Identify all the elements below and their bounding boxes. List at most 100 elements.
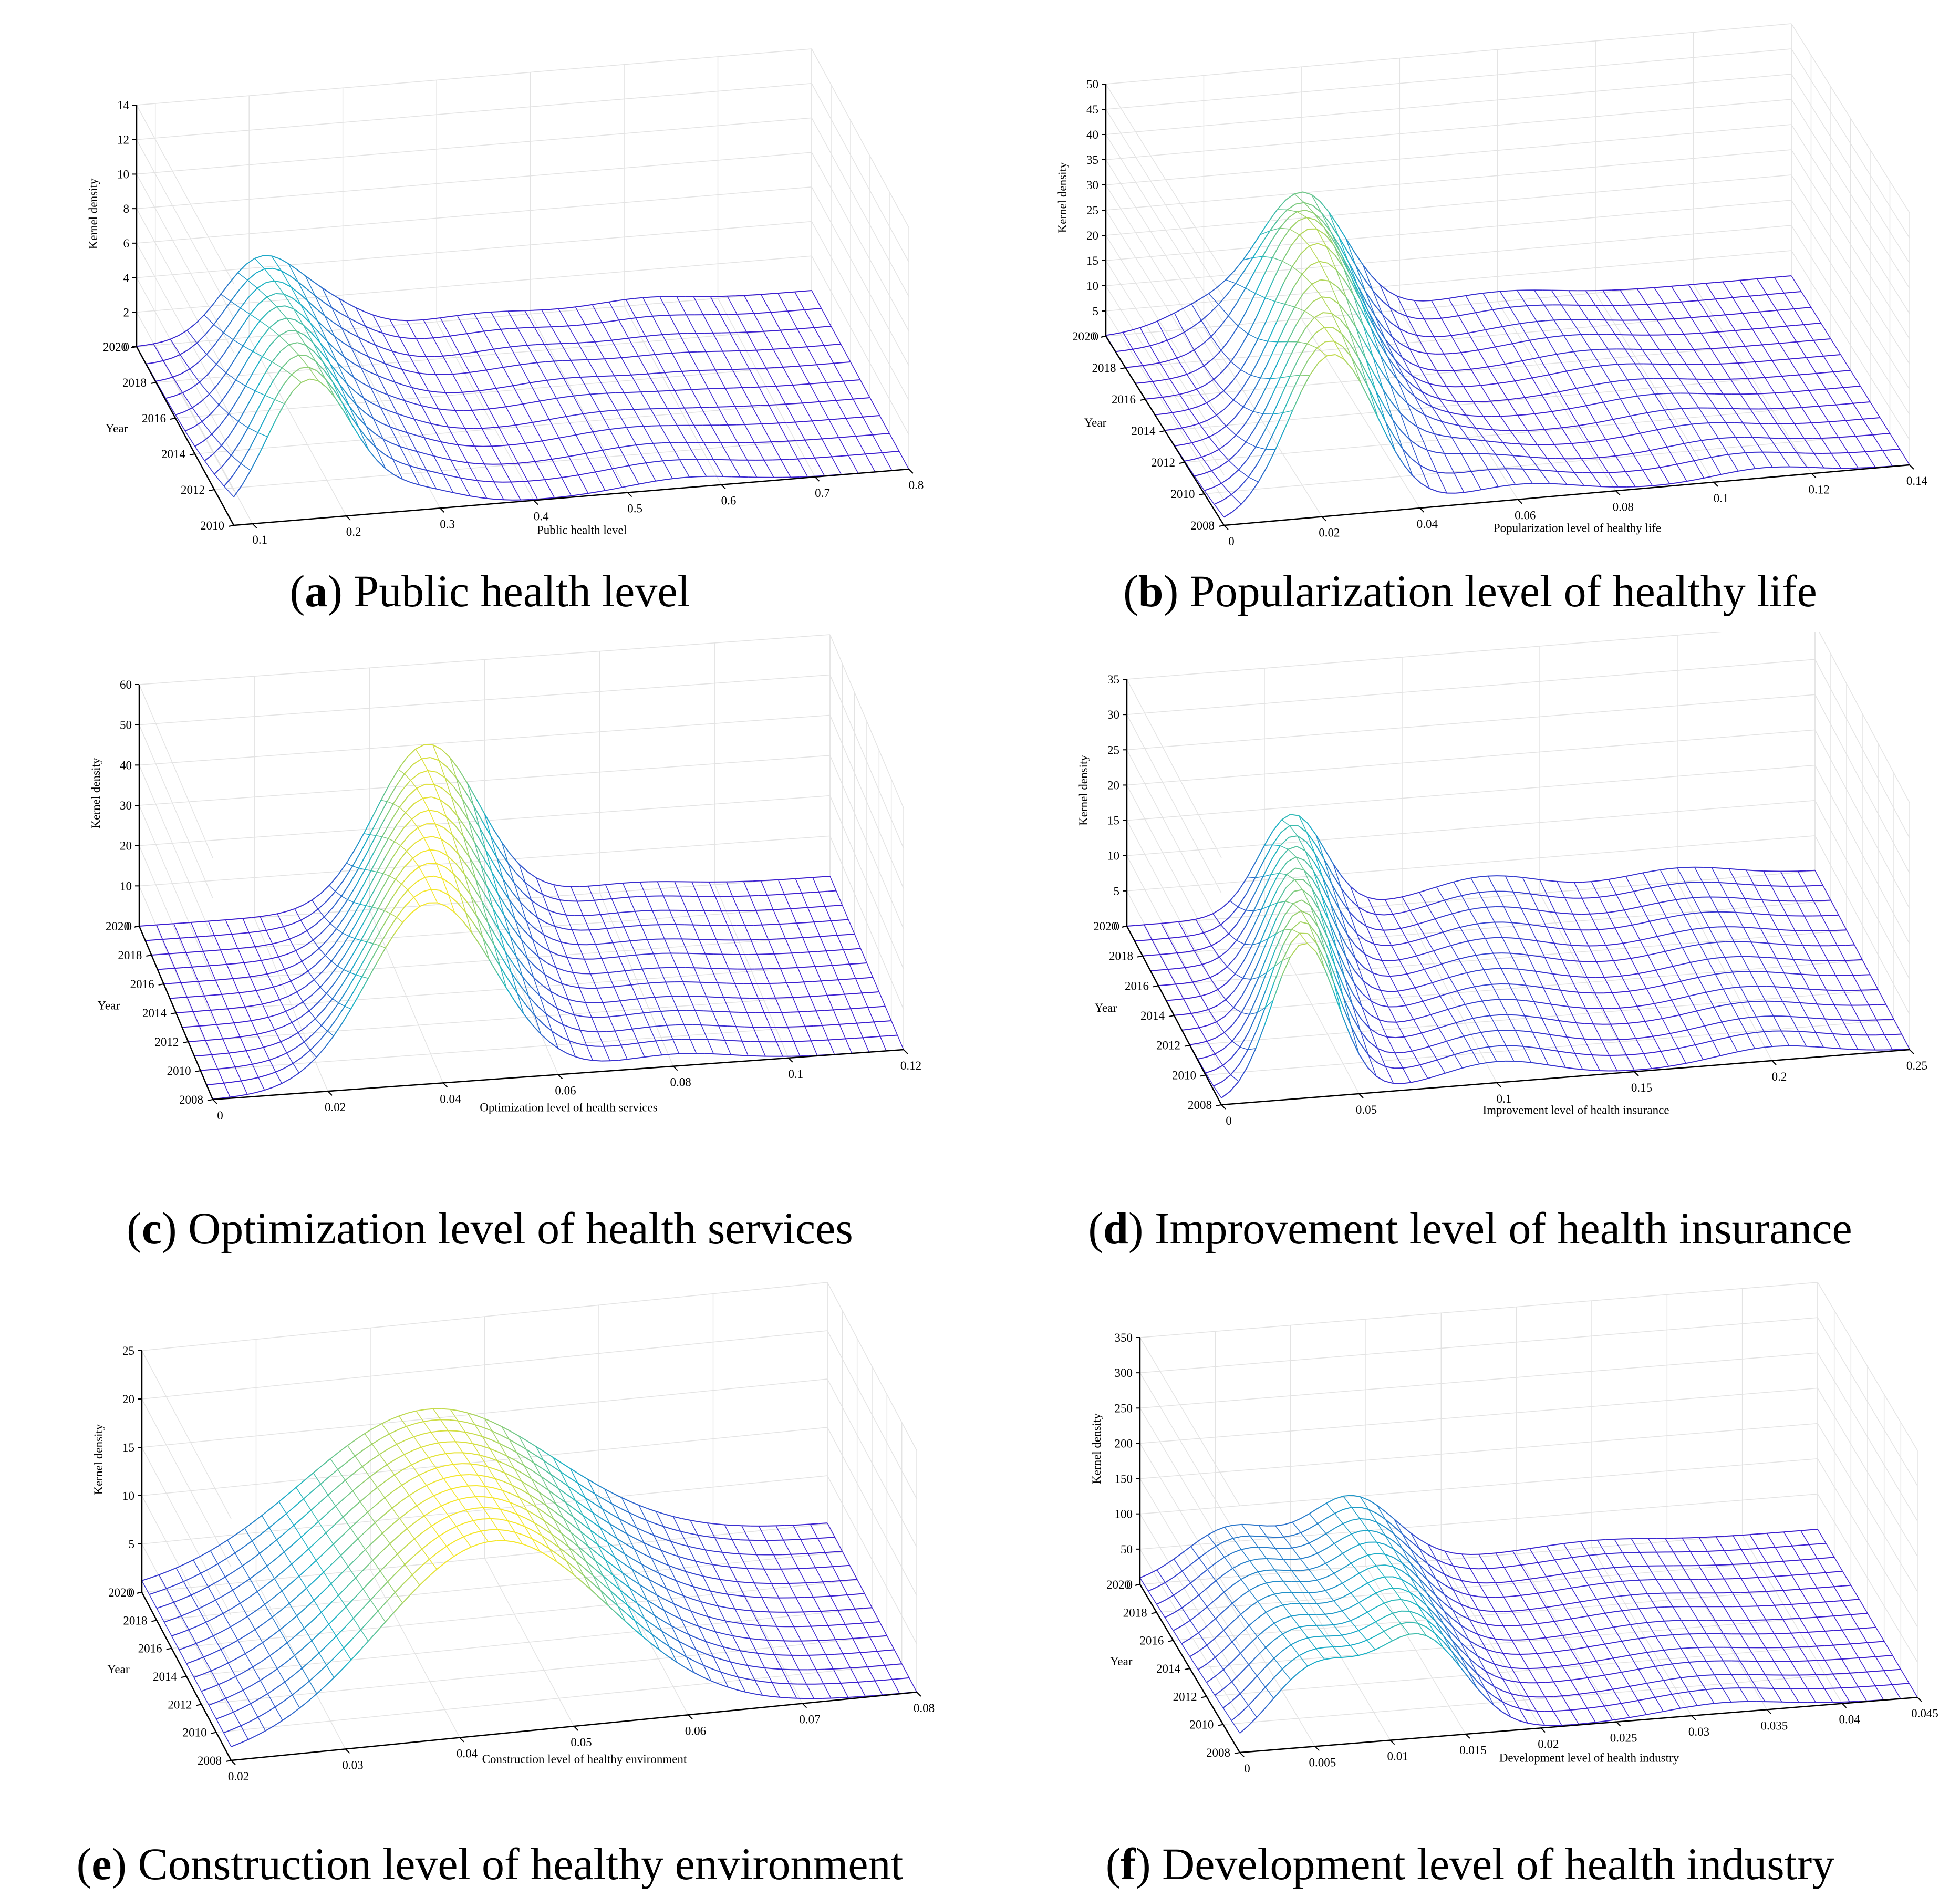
x-tick-c xyxy=(557,1074,563,1080)
x-tick-e xyxy=(916,1692,921,1697)
x-tick-f xyxy=(1917,1697,1922,1702)
y-tick-c xyxy=(170,1012,177,1014)
x-tick-d xyxy=(1221,1104,1226,1110)
x-tick-label-c: 0.08 xyxy=(670,1076,691,1089)
x-tick-label-e: 0.05 xyxy=(571,1736,592,1749)
y-axis-label-f: Year xyxy=(1110,1655,1133,1668)
z-tick-label-b: 20 xyxy=(1086,229,1098,242)
y-tick-label-b: 2018 xyxy=(1092,361,1116,375)
y-tick-label-d: 2008 xyxy=(1188,1098,1212,1112)
y-tick-label-f: 2018 xyxy=(1123,1606,1147,1619)
x-tick-f xyxy=(1465,1734,1470,1739)
surface-d xyxy=(1126,814,1910,1098)
x-tick-label-f: 0 xyxy=(1244,1762,1250,1775)
y-tick-label-b: 2012 xyxy=(1151,456,1175,469)
x-tick-e xyxy=(231,1760,236,1765)
x-tick-e xyxy=(688,1714,693,1720)
x-tick-f xyxy=(1841,1703,1847,1708)
z-tick-label-c: 0 xyxy=(126,920,132,933)
y-tick-c xyxy=(183,1041,189,1043)
y-tick-f xyxy=(1234,1752,1240,1754)
z-tick-label-b: 15 xyxy=(1086,254,1098,267)
x-tick-label-f: 0.01 xyxy=(1387,1750,1408,1763)
y-tick-c xyxy=(146,955,152,957)
y-tick-d xyxy=(1153,985,1159,988)
z-tick-label-d: 0 xyxy=(1114,920,1120,933)
y-tick-d xyxy=(1200,1074,1206,1077)
caption-e: (e) Construction level of healthy enviro… xyxy=(76,1839,904,1889)
y-axis-label-e: Year xyxy=(107,1663,130,1676)
x-tick-c xyxy=(327,1091,333,1096)
y-tick-label-c: 2014 xyxy=(142,1007,167,1020)
surface-e xyxy=(141,1408,917,1747)
y-tick-label-d: 2018 xyxy=(1109,950,1133,963)
z-tick-label-e: 25 xyxy=(122,1344,134,1357)
z-tick-label-a: 0 xyxy=(123,340,130,354)
z-tick-label-a: 14 xyxy=(117,99,130,112)
y-tick-label-e: 2008 xyxy=(198,1754,222,1767)
y-tick-label-a: 2010 xyxy=(200,519,224,532)
z-tick-label-d: 15 xyxy=(1107,814,1119,827)
z-tick-label-d: 35 xyxy=(1107,673,1119,686)
y-tick-a xyxy=(170,418,176,420)
y-tick-label-e: 2016 xyxy=(138,1642,162,1655)
x-tick-label-a: 0.7 xyxy=(815,486,830,500)
z-tick-label-e: 20 xyxy=(122,1393,134,1406)
z-tick-label-b: 0 xyxy=(1093,330,1099,343)
z-tick-label-b: 50 xyxy=(1086,78,1098,91)
x-tick-a xyxy=(721,484,726,490)
x-tick-label-d: 0.1 xyxy=(1497,1092,1512,1105)
z-tick-label-e: 5 xyxy=(129,1538,135,1551)
x-tick-d xyxy=(1634,1071,1639,1076)
x-tick-label-a: 0.6 xyxy=(721,494,737,507)
surface-c xyxy=(139,744,904,1100)
x-axis-label-b: Popularization level of healthy life xyxy=(1494,522,1661,535)
z-tick-label-e: 10 xyxy=(122,1489,134,1502)
y-tick-label-f: 2014 xyxy=(1156,1662,1181,1675)
z-tick-label-f: 50 xyxy=(1121,1543,1133,1556)
x-tick-label-b: 0.02 xyxy=(1319,526,1340,540)
x-tick-c xyxy=(442,1082,448,1088)
y-tick-b xyxy=(1120,367,1126,369)
y-tick-b xyxy=(1218,525,1225,527)
z-tick-label-c: 40 xyxy=(120,759,132,772)
y-tick-a xyxy=(228,525,234,527)
x-tick-label-b: 0.1 xyxy=(1714,492,1729,505)
x-tick-a xyxy=(908,469,914,474)
chart-e: 0.020.030.040.050.060.070.08200820102012… xyxy=(92,1282,935,1783)
y-tick-e xyxy=(181,1676,187,1678)
y-tick-d xyxy=(1137,955,1143,958)
y-tick-f xyxy=(1201,1696,1207,1698)
z-tick-label-b: 35 xyxy=(1086,153,1098,167)
caption-d: (d) Improvement level of health insuranc… xyxy=(1088,1203,1852,1253)
y-tick-f xyxy=(1151,1612,1157,1614)
panel-d: 0 0.05 0.1 0.15 0.2 0.25 2008 2010 2012 2014 2016 2… xyxy=(980,632,1960,1264)
x-tick-label-d: 0.15 xyxy=(1631,1081,1652,1094)
x-tick-a xyxy=(627,492,632,497)
x-tick-d xyxy=(1909,1049,1914,1054)
y-tick-label-a: 2020 xyxy=(103,340,127,354)
x-tick-b xyxy=(1223,525,1229,530)
y-tick-label-b: 2014 xyxy=(1132,424,1156,438)
y-tick-f xyxy=(1168,1640,1174,1642)
x-tick-label-e: 0.02 xyxy=(228,1770,249,1783)
y-tick-a xyxy=(189,453,195,455)
x-tick-f xyxy=(1540,1727,1546,1733)
x-tick-label-c: 0.04 xyxy=(440,1092,461,1105)
x-tick-label-f: 0.045 xyxy=(1911,1707,1938,1720)
z-tick-label-f: 250 xyxy=(1115,1402,1133,1415)
y-tick-a xyxy=(209,489,215,491)
y-tick-label-c: 2020 xyxy=(106,920,130,933)
x-tick-label-b: 0.12 xyxy=(1808,483,1829,496)
z-axis-label-b: Kernel density xyxy=(1056,162,1069,233)
z-tick-label-d: 20 xyxy=(1107,779,1119,792)
z-tick-label-b: 25 xyxy=(1086,204,1098,217)
x-tick-f xyxy=(1691,1715,1696,1720)
y-tick-f xyxy=(1184,1668,1190,1670)
y-tick-label-b: 2008 xyxy=(1190,519,1215,532)
x-tick-label-a: 0.3 xyxy=(440,517,455,531)
x-tick-c xyxy=(212,1099,217,1104)
grid-f xyxy=(1139,1282,1918,1753)
z-tick-label-a: 2 xyxy=(123,306,130,319)
y-tick-label-f: 2016 xyxy=(1139,1634,1164,1647)
